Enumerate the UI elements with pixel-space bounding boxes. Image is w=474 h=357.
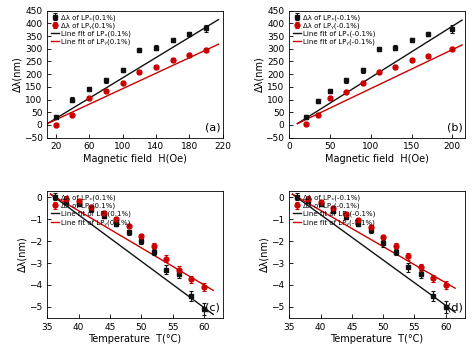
Text: (d): (d) — [447, 303, 463, 313]
Text: (b): (b) — [447, 122, 463, 132]
Y-axis label: Δλ(nm): Δλ(nm) — [260, 236, 270, 272]
Legend: Δλ of LPₓ(-0.1%), Δλ of LPᵧ(-0.1%), Line fit of LPₓ(-0.1%), Line fit of LPᵧ(-0.1: Δλ of LPₓ(-0.1%), Δλ of LPᵧ(-0.1%), Line… — [292, 13, 377, 47]
Text: (c): (c) — [205, 303, 220, 313]
X-axis label: Magnetic field  H(Oe): Magnetic field H(Oe) — [325, 154, 429, 164]
Text: (a): (a) — [205, 122, 221, 132]
Y-axis label: Δλ(nm): Δλ(nm) — [12, 56, 22, 92]
Y-axis label: Δλ(nm): Δλ(nm) — [254, 56, 264, 92]
X-axis label: Magnetic field  H(Oe): Magnetic field H(Oe) — [83, 154, 187, 164]
X-axis label: Temperature  T(°C): Temperature T(°C) — [89, 335, 182, 345]
Legend: Δλ of LPₓ(0.1%), Δλ of LPᵧ(0.1%), Line fit of LPₓ(0.1%), Line fit of LPᵧ(0.1%): Δλ of LPₓ(0.1%), Δλ of LPᵧ(0.1%), Line f… — [49, 13, 133, 47]
Legend: Δλ of LPₓ(-0.1%), Δλ of LPᵧ(-0.1%), Line fit of LPₓ(-0.1%), Line fit of LPᵧ(-0.1: Δλ of LPₓ(-0.1%), Δλ of LPᵧ(-0.1%), Line… — [292, 193, 377, 227]
Legend: Δλ of LPₓ(0.1%), Δλ of LPᵧ(0.1%), Line fit of LPₓ(0.1%), Line fit of LPᵧ(0.1%): Δλ of LPₓ(0.1%), Δλ of LPᵧ(0.1%), Line f… — [49, 193, 133, 227]
X-axis label: Temperature  T(°C): Temperature T(°C) — [330, 335, 423, 345]
Y-axis label: Δλ(nm): Δλ(nm) — [18, 236, 28, 272]
